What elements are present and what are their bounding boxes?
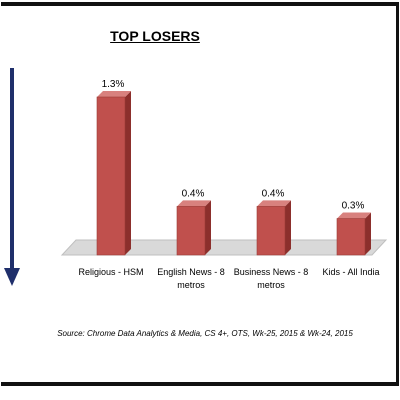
x-tick-label: Kids - All India xyxy=(322,267,380,277)
bar-side xyxy=(365,212,371,255)
bar-side xyxy=(285,200,291,255)
bar xyxy=(256,206,286,256)
frame-right xyxy=(396,2,399,386)
bar xyxy=(336,218,366,256)
x-tick-label: Religious - HSM xyxy=(78,267,144,277)
frame-bottom xyxy=(1,382,399,386)
source-note: Source: Chrome Data Analytics & Media, C… xyxy=(57,329,353,338)
frame-top xyxy=(1,2,399,6)
bar-top xyxy=(177,200,211,207)
bar-side xyxy=(205,200,211,255)
x-tick-label: Business News - 8 metros xyxy=(233,267,309,290)
value-label: 0.3% xyxy=(342,201,365,212)
bar-top xyxy=(97,91,131,97)
bar-top xyxy=(257,200,291,207)
x-tick-label: English News - 8 metros xyxy=(157,267,225,290)
bar xyxy=(176,206,206,256)
chart-title: TOP LOSERS xyxy=(110,28,200,44)
bars: 1.3% 0.4% 0.4% 0.3% xyxy=(96,79,371,256)
bar-side xyxy=(125,91,131,255)
value-label: 0.4% xyxy=(182,188,205,199)
value-label: 1.3% xyxy=(102,79,125,90)
bar-top xyxy=(337,212,371,219)
trend-arrow-head xyxy=(4,268,20,286)
value-label: 0.4% xyxy=(262,188,285,199)
bar xyxy=(96,96,126,256)
